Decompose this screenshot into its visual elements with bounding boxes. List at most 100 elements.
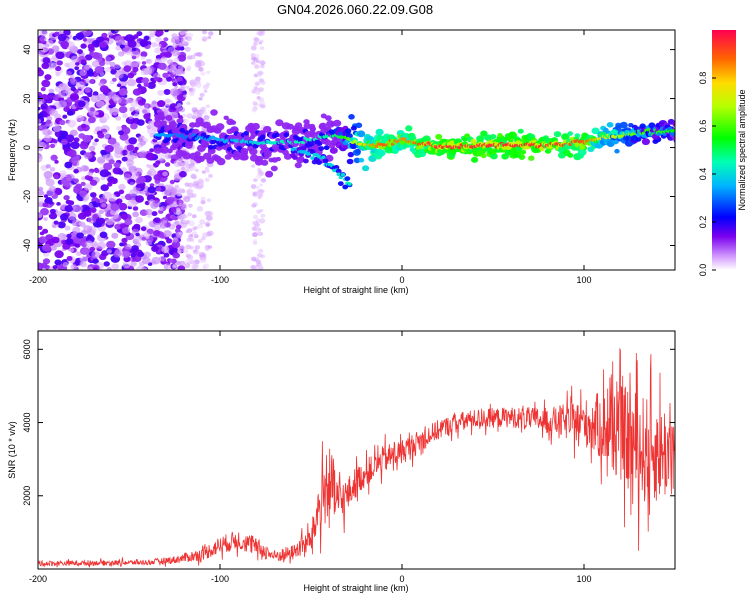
spectrogram-dot [181,163,186,167]
spectrogram-dot [67,119,77,128]
spectrogram-dot [41,62,50,69]
spectrogram-dot [207,230,214,236]
spectrogram-dot [119,39,126,44]
spectrogram-dot [355,122,363,129]
spectrogram-dot [126,159,135,166]
spectrogram-dot [117,170,124,175]
spectrogram-dot [164,162,171,167]
spectrogram-dot [70,55,80,63]
spectrogram-dot [377,149,386,157]
spectrogram-dot [103,96,110,101]
spectrogram-dot [50,62,58,68]
spectrogram-dot [136,119,145,126]
spectrogram-dot [166,238,173,244]
spectrogram-dot [118,183,126,191]
spectrogram-dot [78,221,84,227]
spectrogram-dot [206,210,214,217]
spectrogram-dot [177,103,182,108]
spectrogram-dot [259,60,266,66]
spectrogram-dot [69,77,76,83]
spectrogram-dot [155,30,164,37]
spectrogram-dot [160,146,170,154]
spectrogram-dot [139,39,149,47]
spectrogram-dot [60,40,69,49]
spectrogram-dot [128,137,137,145]
spectrogram-y-ticks: -40 -20 0 20 40 [22,45,675,252]
spectrogram-dot [177,265,186,270]
spectrogram-dot [188,203,193,208]
spectrogram-dot [176,161,183,167]
spectrogram-dot [199,92,205,98]
spectrogram-dot [40,103,48,110]
spectrogram-dot [340,172,346,177]
spectrogram-dot [199,257,207,263]
spectrogram-dot [111,94,120,102]
spectrogram-dot [253,41,258,46]
spectrogram-dot [206,198,212,203]
spectrogram-dot [141,107,151,115]
spectrogram-x-tick-label: -100 [211,275,229,285]
spectrogram-dot [42,57,51,64]
spectrogram-dot [173,200,177,205]
spectrogram-dot [151,245,159,252]
spectrogram-dot [121,213,128,220]
spectrogram-dot [208,31,214,36]
spectrogram-dot [198,252,206,258]
spectrogram-dot [62,114,68,119]
spectrogram-dot [190,166,197,171]
snr-x-tick-label: -200 [29,574,47,584]
spectrogram-dot [76,115,85,122]
spectrogram-dot [83,165,90,172]
spectrogram-dot [87,116,96,124]
spectrogram-dot [250,184,257,189]
spectrogram-dot [110,91,116,97]
spectrogram-dot [251,61,256,65]
spectrogram-dot [130,253,136,258]
spectrogram-dot [176,118,184,124]
spectrogram-dot [162,195,168,200]
spectrogram-dot [40,44,49,53]
spectrogram-dot [178,107,186,113]
snr-y-tick-label: 4000 [22,413,32,433]
spectrogram-y-tick-label: 40 [22,45,32,55]
spectrogram-dot [275,119,284,127]
spectrogram-dot [87,38,94,44]
spectrogram-dot [80,123,87,129]
spectrogram-dot [620,134,625,138]
spectrogram-dot [97,217,106,224]
spectrogram-dot [105,56,112,62]
spectrogram-dot [76,232,84,239]
spectrogram-dot [64,225,71,231]
spectrogram-dot [206,157,215,164]
spectrogram-dot [164,98,171,104]
spectrogram-dot [177,54,187,62]
spectrogram-dot [177,80,183,85]
spectrogram-dot [59,130,68,138]
spectrogram-dot [94,66,104,74]
spectrogram-dot [108,218,116,225]
spectrogram-dot [210,109,218,116]
spectrogram-dot [358,157,365,163]
spectrogram-dot [316,141,323,146]
spectrogram-dot [157,89,165,96]
spectrogram-dot [38,197,44,203]
spectrogram-dot [259,183,263,187]
spectrogram-dot [190,81,197,88]
spectrogram-dot [223,115,229,121]
spectrogram-dot [332,119,342,127]
spectrogram-dot [354,148,361,154]
spectrogram-dot [124,218,133,226]
spectrogram-dot [133,223,141,230]
spectrogram-dot [83,183,93,191]
spectrogram-dot [255,191,261,196]
spectrogram-dot [435,133,443,140]
spectrogram-dot [39,36,47,42]
spectrogram-dot [405,125,413,132]
spectrogram-dot [163,89,171,95]
spectrogram-dot [177,249,182,254]
spectrogram-dot [346,158,354,165]
spectrogram-dot [97,132,105,139]
spectrogram-dot [614,148,620,154]
spectrogram-dot [67,149,77,158]
spectrogram-dot [133,255,142,262]
